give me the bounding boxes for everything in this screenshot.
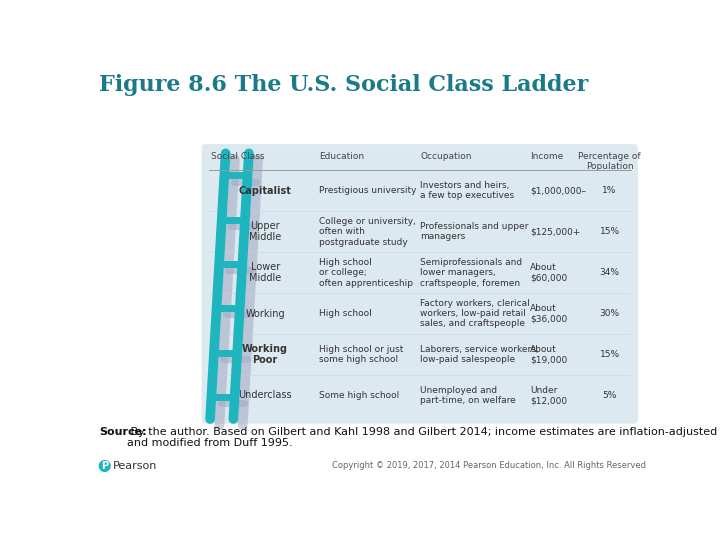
Text: Working: Working [246, 308, 285, 319]
Text: Semiprofessionals and
lower managers,
craftspeople, foremen: Semiprofessionals and lower managers, cr… [420, 258, 522, 287]
Text: Copyright © 2019, 2017, 2014 Pearson Education, Inc. All Rights Reserved: Copyright © 2019, 2017, 2014 Pearson Edu… [333, 462, 647, 470]
Text: About
$36,000: About $36,000 [530, 304, 567, 323]
Text: By the author. Based on Gilbert and Kahl 1998 and Gilbert 2014; income estimates: By the author. Based on Gilbert and Kahl… [127, 427, 717, 448]
Text: $125,000+: $125,000+ [530, 227, 580, 236]
Text: Percentage of
Population: Percentage of Population [578, 152, 641, 171]
Text: Investors and heirs,
a few top executives: Investors and heirs, a few top executive… [420, 181, 514, 200]
Text: Some high school: Some high school [320, 391, 400, 400]
FancyBboxPatch shape [202, 144, 638, 423]
Text: About
$60,000: About $60,000 [530, 263, 567, 282]
Text: Upper
Middle: Upper Middle [249, 221, 282, 242]
Text: Factory workers, clerical
workers, low-paid retail
sales, and craftspeople: Factory workers, clerical workers, low-p… [420, 299, 530, 328]
Text: Education: Education [320, 152, 364, 161]
Text: Working
Poor: Working Poor [242, 344, 288, 366]
Text: College or university,
often with
postgraduate study: College or university, often with postgr… [320, 217, 416, 247]
Text: 1%: 1% [603, 186, 617, 195]
Text: $1,000,000–: $1,000,000– [530, 186, 586, 195]
Text: Pearson: Pearson [113, 461, 158, 471]
Text: Social Class: Social Class [211, 152, 264, 161]
Circle shape [99, 461, 110, 471]
Text: Figure 8.6 The U.S. Social Class Ladder: Figure 8.6 The U.S. Social Class Ladder [99, 74, 588, 96]
Text: Source:: Source: [99, 427, 147, 437]
Text: Lower
Middle: Lower Middle [249, 262, 282, 284]
Text: 15%: 15% [600, 227, 620, 236]
Text: Income: Income [530, 152, 564, 161]
Text: Under
$12,000: Under $12,000 [530, 386, 567, 405]
Text: 34%: 34% [600, 268, 620, 277]
Text: Occupation: Occupation [420, 152, 472, 161]
Text: Prestigious university: Prestigious university [320, 186, 417, 195]
Text: High school or just
some high school: High school or just some high school [320, 345, 404, 364]
Text: Capitalist: Capitalist [239, 186, 292, 196]
Text: High school: High school [320, 309, 372, 318]
Text: Laborers, service workers,
low-paid salespeople: Laborers, service workers, low-paid sale… [420, 345, 539, 364]
Text: 30%: 30% [600, 309, 620, 318]
Text: P: P [102, 461, 108, 471]
Text: Underclass: Underclass [238, 390, 292, 401]
Text: About
$19,000: About $19,000 [530, 345, 567, 364]
Text: 15%: 15% [600, 350, 620, 359]
Text: High school
or college;
often apprenticeship: High school or college; often apprentice… [320, 258, 413, 287]
Text: Professionals and upper
managers: Professionals and upper managers [420, 222, 528, 241]
Text: 5%: 5% [603, 391, 617, 400]
Text: Unemployed and
part-time, on welfare: Unemployed and part-time, on welfare [420, 386, 516, 405]
